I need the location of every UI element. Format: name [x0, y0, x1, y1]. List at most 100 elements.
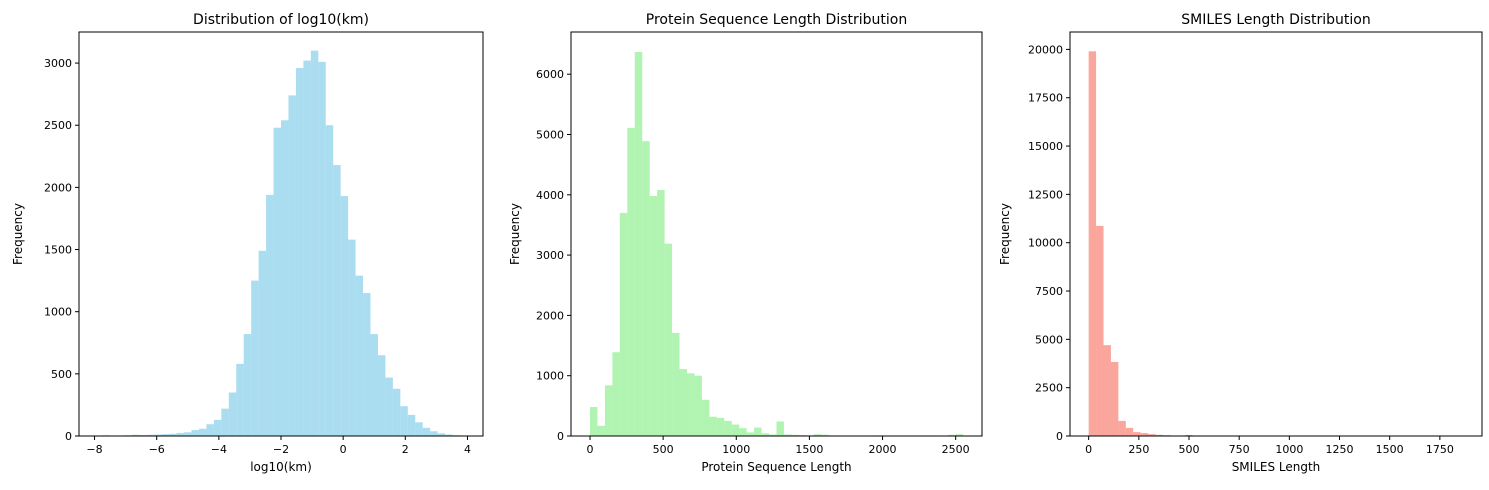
histogram-bar — [821, 434, 829, 436]
y-tick-label: 3000 — [536, 249, 564, 262]
histogram-bar — [701, 399, 710, 436]
histogram-bar — [430, 431, 438, 436]
histogram-bar — [303, 60, 311, 437]
histogram-bar — [724, 420, 732, 436]
histogram-bar — [295, 68, 304, 437]
histogram-bar — [281, 120, 289, 436]
histogram-bar — [955, 434, 963, 436]
histogram-bar — [761, 433, 770, 436]
histogram-bar — [310, 50, 319, 437]
histogram-bar — [1148, 434, 1156, 436]
histogram-bar — [1088, 51, 1097, 436]
y-axis-label: Frequency — [11, 203, 25, 265]
x-axis-label: Protein Sequence Length — [701, 460, 851, 474]
x-tick-label: 1500 — [1376, 443, 1404, 456]
histogram-bar — [370, 334, 378, 436]
histogram-bar — [1103, 345, 1111, 436]
histogram-bar — [709, 416, 717, 436]
histogram-bar — [377, 355, 386, 436]
x-tick-label: −6 — [149, 443, 165, 456]
x-tick-label: 0 — [587, 443, 594, 456]
y-tick-label: 500 — [51, 368, 72, 381]
histogram-bar — [258, 250, 267, 436]
x-tick-label: 250 — [1128, 443, 1149, 456]
histogram-bar — [385, 377, 393, 436]
histogram-bar — [437, 433, 446, 436]
x-tick-label: −4 — [211, 443, 227, 456]
histogram-bar — [325, 125, 334, 436]
histogram-bar — [348, 239, 356, 436]
histogram-bar — [1118, 420, 1126, 436]
histogram-bar — [131, 434, 140, 436]
y-tick-label: 17500 — [1028, 92, 1063, 105]
chart-title: SMILES Length Distribution — [1181, 12, 1371, 28]
histogram-bar — [445, 434, 453, 436]
x-tick-label: 1500 — [795, 443, 823, 456]
y-tick-label: 10000 — [1028, 237, 1063, 250]
x-tick-label: 1000 — [1275, 443, 1303, 456]
histogram-bar — [1155, 434, 1163, 436]
y-tick-label: 3000 — [44, 57, 72, 70]
histogram-bar — [243, 334, 252, 436]
y-tick-label: 2500 — [1035, 382, 1063, 395]
histogram-bar — [619, 212, 628, 436]
histogram-bar — [783, 434, 792, 436]
histogram-bar — [657, 189, 665, 436]
histogram-bar — [731, 424, 740, 436]
histogram-bar — [649, 196, 658, 436]
bars — [94, 50, 468, 437]
histogram-bar — [672, 332, 680, 436]
x-tick-label: 500 — [653, 443, 674, 456]
histogram-bar — [627, 127, 635, 437]
histogram-bar — [184, 432, 192, 436]
y-tick-label: 15000 — [1028, 140, 1063, 153]
x-tick-label: 2000 — [869, 443, 897, 456]
y-tick-label: 0 — [65, 430, 72, 443]
histogram-bar — [776, 421, 784, 436]
y-tick-label: 2000 — [44, 181, 72, 194]
chart-panel-1: −8 −6 −4 −2 0 2 4 0 500 1000 1500 2000 2500 3000 Distr… — [11, 12, 484, 474]
histogram-bar — [415, 422, 423, 436]
histogram-bar — [191, 430, 199, 436]
histogram-bar — [213, 419, 222, 436]
chart-title: Protein Sequence Length Distribution — [646, 12, 907, 28]
histogram-bar — [686, 373, 695, 436]
histogram-bar — [198, 428, 207, 436]
histogram-bar — [664, 243, 673, 436]
histogram-bar — [1133, 432, 1141, 436]
y-tick-label: 1500 — [44, 244, 72, 257]
chart-panel-3: 0 250 500 750 1000 1250 1500 175002500500075001… — [998, 12, 1483, 474]
y-tick-label: 2000 — [536, 309, 564, 322]
bars — [590, 51, 963, 437]
y-axis-label: Frequency — [508, 203, 522, 265]
chart-title: Distribution of log10(km) — [193, 12, 369, 28]
y-tick-label: 12500 — [1028, 188, 1063, 201]
histogram-bar — [355, 275, 364, 436]
histogram-bar — [318, 61, 326, 436]
x-tick-label: 0 — [1085, 443, 1092, 456]
histogram-bar — [694, 375, 702, 436]
histogram-bar — [1125, 427, 1134, 436]
y-tick-label: 7500 — [1035, 285, 1063, 298]
histogram-bar — [228, 392, 237, 436]
histogram-bar — [288, 95, 296, 437]
histogram-bar — [642, 141, 650, 436]
histogram-bar — [407, 414, 416, 436]
histogram-bar — [1110, 361, 1119, 436]
x-tick-label: 750 — [1229, 443, 1250, 456]
histogram-bar — [392, 388, 401, 436]
histogram-bar — [590, 407, 598, 436]
plot-frame — [1069, 31, 1483, 437]
plot-frame — [570, 31, 983, 437]
x-tick-label: 0 — [340, 443, 347, 456]
histogram-bar — [791, 434, 799, 436]
histogram-bar — [333, 165, 341, 436]
x-tick-label: 1750 — [1426, 443, 1454, 456]
histogram-bar — [948, 434, 956, 436]
y-tick-label: 5000 — [536, 129, 564, 142]
y-tick-label: 2500 — [44, 119, 72, 132]
y-tick-label: 0 — [1056, 430, 1063, 443]
histogram-bar — [813, 434, 822, 436]
histogram-bar — [161, 434, 170, 436]
x-tick-label: 500 — [1179, 443, 1200, 456]
